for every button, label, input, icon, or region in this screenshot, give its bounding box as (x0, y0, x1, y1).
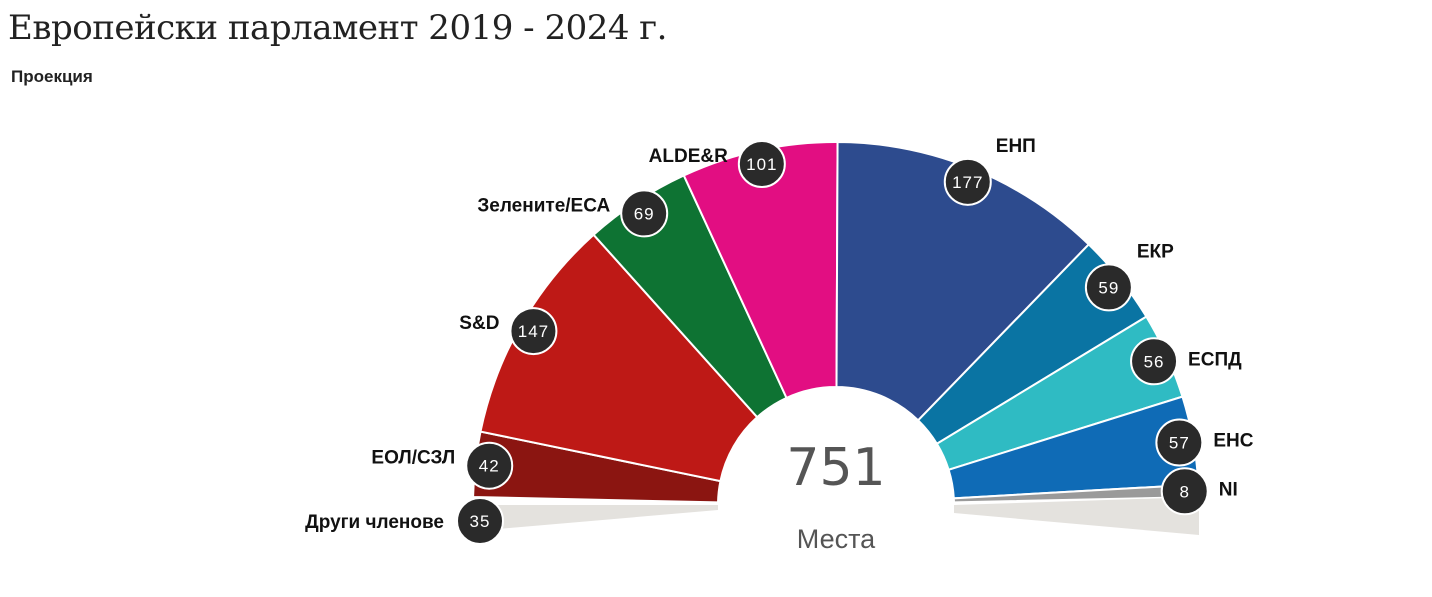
value-label: 69 (634, 204, 655, 223)
party-label-еол-сзл: ЕОЛ/СЗЛ (371, 448, 455, 469)
value-bubble-ni: 8 (1160, 467, 1209, 516)
party-label-екр: ЕКР (1137, 241, 1174, 262)
value-label: 177 (952, 173, 983, 192)
others-wedge-left (473, 505, 718, 531)
chart-subtitle: Проекция (11, 67, 93, 86)
bubbles-layer: 35 42 147 69 101 177 59 56 57 8 (456, 139, 1209, 545)
value-bubble-circle (456, 497, 504, 545)
value-bubble-circle (465, 441, 514, 490)
value-bubble-зелените-еса: 69 (620, 189, 669, 238)
chart-title: Европейски парламент 2019 - 2024 г. (8, 8, 667, 48)
value-bubble-s-d: 147 (509, 307, 558, 356)
value-label: 147 (518, 322, 549, 341)
segment-енп[interactable] (835, 140, 1091, 422)
value-bubble-circle (1155, 418, 1204, 467)
value-bubble-други-членове: 35 (456, 497, 504, 545)
value-bubble-alde-r: 101 (737, 139, 786, 188)
value-label: 59 (1098, 278, 1119, 297)
party-label-ni: NI (1219, 479, 1238, 500)
party-label-s-d: S&D (459, 313, 499, 334)
value-bubble-еол-сзл: 42 (465, 441, 514, 490)
total-seats-value: 751 (786, 438, 885, 498)
seats-unit-label: Места (797, 524, 876, 554)
value-bubble-circle (737, 139, 786, 188)
value-bubble-екр: 59 (1084, 263, 1133, 312)
value-bubble-circle (509, 307, 558, 356)
party-label-енп: ЕНП (996, 136, 1036, 157)
value-bubble-енс: 57 (1155, 418, 1204, 467)
party-label-зелените-еса: Зелените/ЕСА (477, 195, 610, 216)
others-wedge-right (954, 497, 1199, 535)
party-label-други-членове: Други членове (305, 512, 444, 533)
segment-s-d[interactable] (479, 233, 759, 483)
party-label-еспд: ЕСПД (1188, 349, 1242, 370)
value-bubble-circle (943, 157, 992, 206)
value-label: 8 (1179, 482, 1189, 501)
value-bubble-circle (1160, 467, 1209, 516)
value-bubble-circle (620, 189, 669, 238)
value-bubble-енп: 177 (943, 157, 992, 206)
value-label: 101 (746, 155, 777, 174)
value-bubble-еспд: 56 (1130, 337, 1179, 386)
labels-layer: Други членове ЕОЛ/СЗЛ S&D Зелените/ЕСА ALDE&… (305, 136, 1254, 533)
party-label-енс: ЕНС (1213, 431, 1253, 452)
value-bubble-circle (1084, 263, 1133, 312)
value-label: 42 (479, 457, 500, 476)
value-bubble-circle (1130, 337, 1179, 386)
value-label: 57 (1169, 434, 1190, 453)
value-label: 35 (470, 512, 491, 531)
value-label: 56 (1144, 352, 1165, 371)
party-label-alde-r: ALDE&R (649, 146, 728, 167)
others-layer (473, 497, 1199, 535)
